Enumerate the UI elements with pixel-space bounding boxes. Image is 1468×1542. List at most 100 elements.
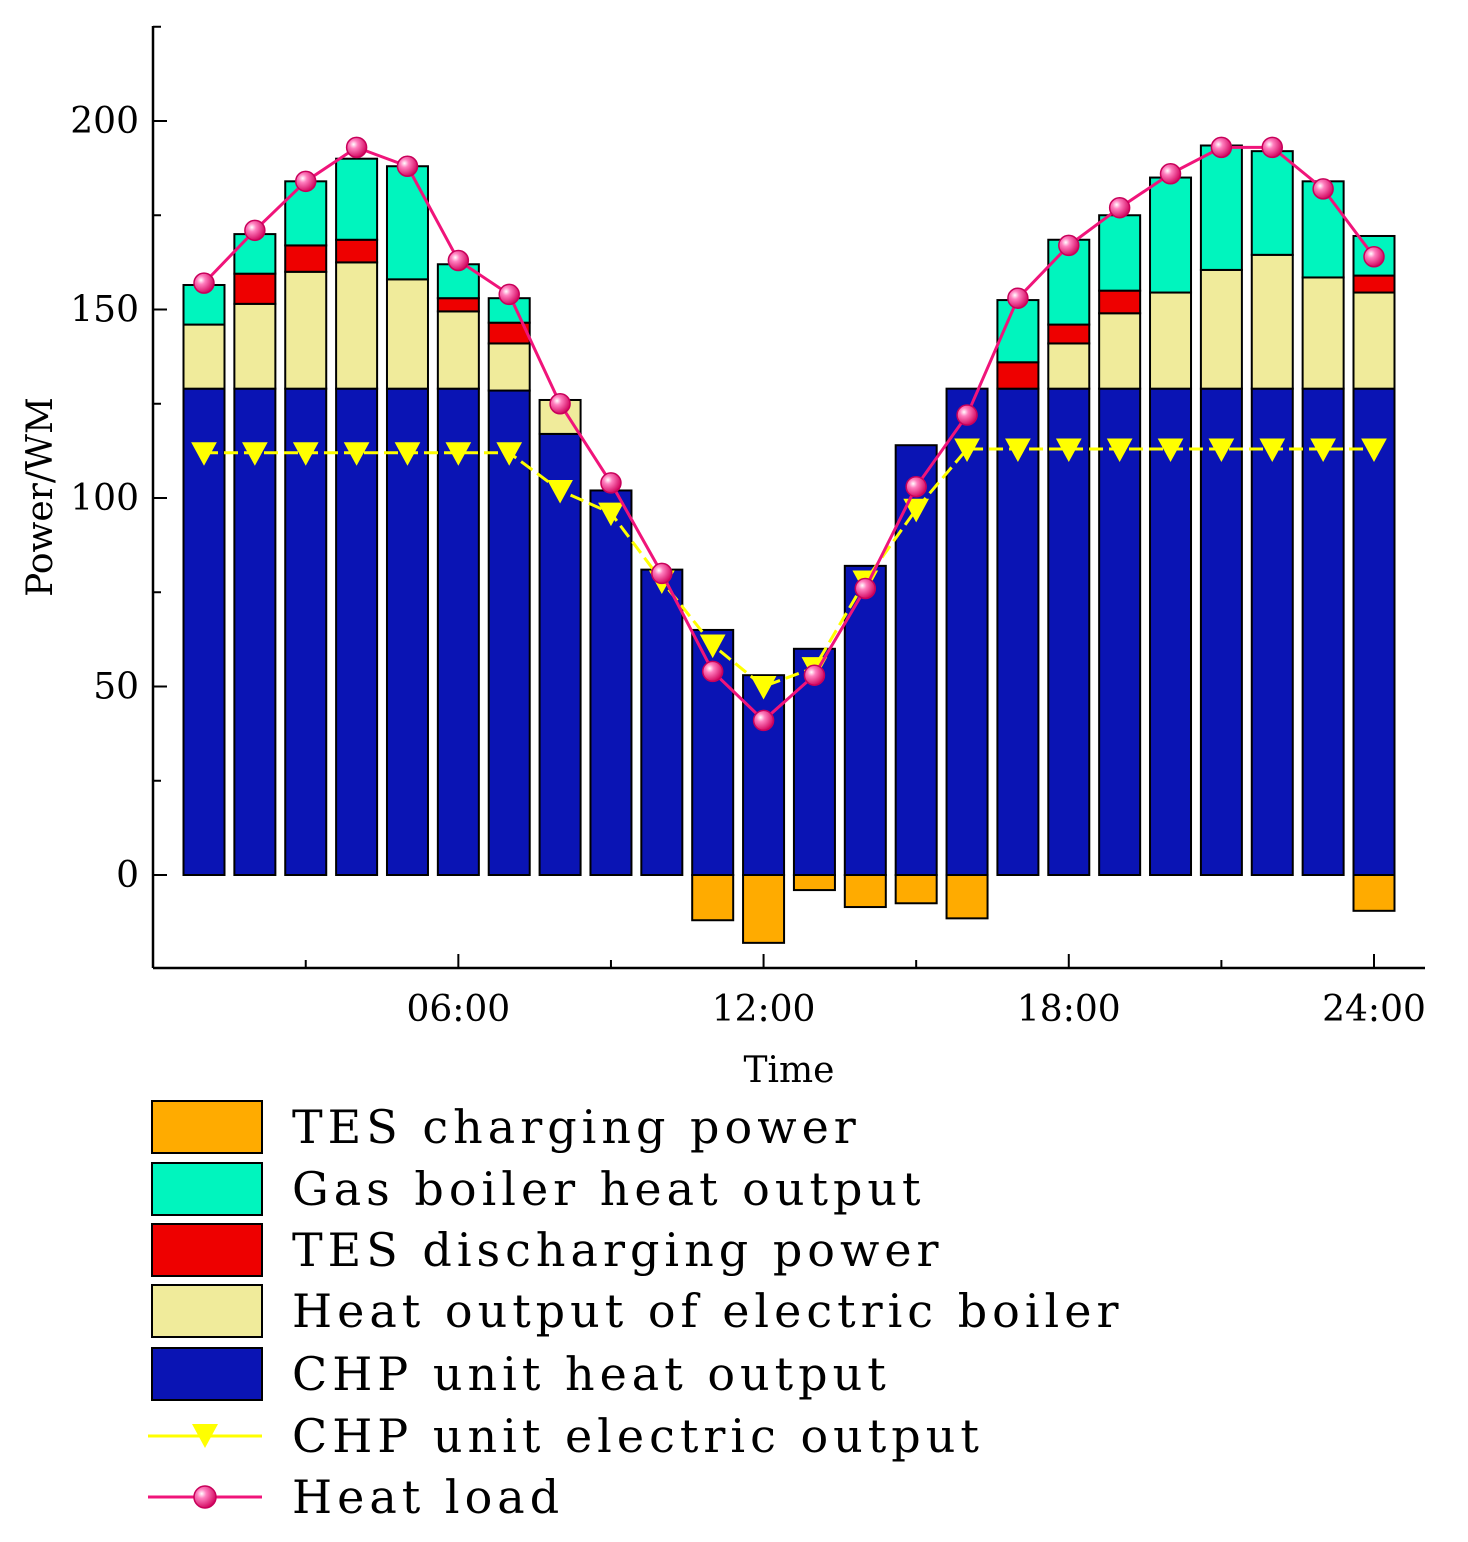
marker-chp_elec-h19 xyxy=(1106,438,1133,463)
marker-chp_elec-h9 xyxy=(598,502,624,527)
legend-label: Heat load xyxy=(292,1470,564,1524)
legend-swatch xyxy=(151,1347,263,1401)
legend-item: Heat load xyxy=(148,1470,564,1524)
marker-chp_elec-h21 xyxy=(1208,438,1235,463)
bar-chp-h4 xyxy=(335,387,379,876)
plot-area xyxy=(182,136,1396,944)
bar-chp-h16 xyxy=(945,387,989,876)
legend: TES charging power Gas boiler heat output… xyxy=(148,1100,1123,1524)
marker-chp_elec-h6 xyxy=(445,442,472,466)
y-tick-label: 200 xyxy=(70,101,139,142)
bar-tes_dis-h3 xyxy=(284,244,328,273)
marker-chp_elec-h11 xyxy=(699,634,726,659)
legend-swatch xyxy=(151,1162,263,1216)
marker-chp_elec-h24 xyxy=(1361,438,1387,463)
bar-tes_chg-h16 xyxy=(945,874,989,920)
marker-heat_load-h13 xyxy=(803,664,826,686)
bar-tes_chg-h13 xyxy=(792,874,836,892)
bar-tes_dis-h17 xyxy=(996,361,1040,390)
bar-chp-h8 xyxy=(538,432,582,876)
legend-item: Gas boiler heat output xyxy=(151,1162,926,1216)
legend-label: Heat output of electric boiler xyxy=(292,1284,1123,1338)
legend-label: TES charging power xyxy=(292,1100,861,1154)
legend-item: Heat output of electric boiler xyxy=(151,1284,1123,1338)
bar-eboiler-h18 xyxy=(1047,342,1091,390)
bar-chp-h24 xyxy=(1352,387,1396,876)
legend-label: CHP unit heat output xyxy=(292,1347,891,1401)
marker-heat_load-h16 xyxy=(956,404,978,426)
marker-chp_elec-h17 xyxy=(1005,438,1031,463)
marker-heat_load-h12 xyxy=(752,709,775,732)
y-tick-label: 100 xyxy=(70,478,139,519)
bar-chp-h9 xyxy=(589,489,633,876)
marker-heat_load-h5 xyxy=(396,155,419,177)
marker-heat_load-h10 xyxy=(651,562,673,585)
bar-gas-h19 xyxy=(1098,214,1142,292)
bar-tes_dis-h2 xyxy=(233,272,277,305)
marker-chp_elec-h4 xyxy=(343,442,370,466)
bar-eboiler-h2 xyxy=(233,302,277,390)
legend-label: CHP unit electric output xyxy=(292,1409,984,1463)
bar-tes_dis-h6 xyxy=(436,297,480,313)
bar-gas-h5 xyxy=(385,165,429,281)
bar-tes_dis-h24 xyxy=(1352,274,1396,294)
legend-item: CHP unit electric output xyxy=(148,1409,984,1463)
marker-heat_load-h2 xyxy=(244,219,266,242)
marker-chp_elec-h8 xyxy=(547,479,573,504)
bar-eboiler-h4 xyxy=(335,261,379,390)
marker-heat_load-h3 xyxy=(294,170,317,193)
marker-heat_load-h15 xyxy=(905,475,927,498)
marker-heat_load-h18 xyxy=(1058,234,1080,257)
bar-gas-h2 xyxy=(233,233,277,275)
bar-chp-h23 xyxy=(1301,387,1345,876)
marker-heat_load-h22 xyxy=(1261,136,1284,159)
legend-swatch xyxy=(151,1284,263,1338)
bar-eboiler-h23 xyxy=(1301,276,1345,390)
legend-swatch xyxy=(151,1100,263,1154)
bar-eboiler-h19 xyxy=(1098,312,1142,390)
marker-heat_load-h14 xyxy=(854,577,877,600)
bar-chp-h1 xyxy=(182,387,226,876)
bar-chp-h20 xyxy=(1149,387,1193,876)
marker-chp_elec-h16 xyxy=(954,438,980,463)
marker-heat_load-h6 xyxy=(447,249,470,272)
marker-heat_load-h19 xyxy=(1108,196,1131,219)
bar-eboiler-h21 xyxy=(1199,268,1243,390)
bar-chp-h14 xyxy=(843,564,887,876)
bar-tes_chg-h11 xyxy=(691,874,735,922)
bar-eboiler-h20 xyxy=(1149,291,1193,390)
bar-gas-h21 xyxy=(1199,144,1243,271)
bar-chp-h10 xyxy=(640,568,684,876)
legend-swatch xyxy=(151,1223,263,1277)
bar-tes_chg-h12 xyxy=(742,874,786,944)
marker-chp_elec-h2 xyxy=(242,442,268,466)
bar-tes_dis-h4 xyxy=(335,238,379,264)
marker-heat_load-h11 xyxy=(701,660,724,683)
x-tick-label: 12:00 xyxy=(712,989,816,1030)
bar-tes_dis-h18 xyxy=(1047,323,1091,345)
marker-chp_elec-h15 xyxy=(903,498,930,523)
bar-tes_chg-h15 xyxy=(894,874,938,905)
marker-chp_elec-h23 xyxy=(1310,438,1336,463)
legend-marker xyxy=(192,1424,218,1448)
y-tick-label: 50 xyxy=(93,667,139,708)
legend-label: Gas boiler heat output xyxy=(292,1162,926,1216)
bar-tes_chg-h24 xyxy=(1352,874,1396,912)
x-tick-label: 06:00 xyxy=(406,989,510,1030)
bar-tes_chg-h14 xyxy=(843,874,887,909)
marker-heat_load-h21 xyxy=(1210,136,1233,159)
marker-chp_elec-h20 xyxy=(1157,438,1184,463)
x-axis-title: Time xyxy=(744,1050,835,1091)
bar-eboiler-h1 xyxy=(182,323,226,390)
axes: 0 50 100 150 200 06:00 12:00 18:00 24:00 Time Powe… xyxy=(20,25,1426,1091)
bar-eboiler-h6 xyxy=(436,310,480,390)
marker-heat_load-h23 xyxy=(1312,178,1334,200)
bar-chp-h22 xyxy=(1250,387,1294,876)
line-chp_elec xyxy=(204,447,1374,689)
bar-gas-h24 xyxy=(1352,234,1396,277)
marker-heat_load-h8 xyxy=(549,393,571,415)
bar-eboiler-h24 xyxy=(1352,291,1396,390)
marker-heat_load-h4 xyxy=(345,136,368,159)
bar-gas-h20 xyxy=(1149,176,1193,294)
